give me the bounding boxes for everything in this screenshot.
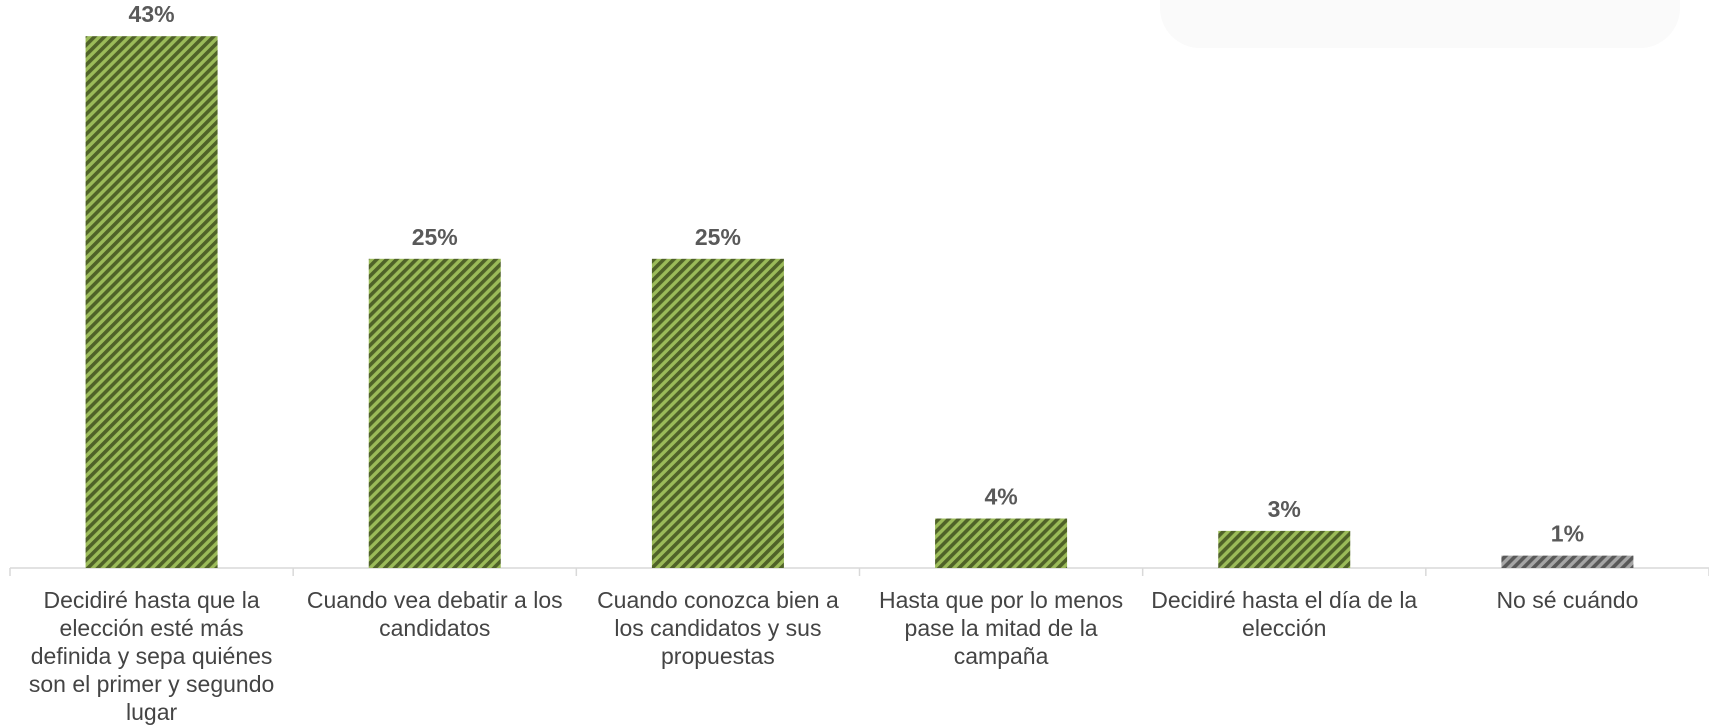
category-label-1: Decidiré hasta que la elección esté más … — [28, 587, 275, 725]
value-label-1: 43% — [129, 1, 175, 27]
category-label-2: Cuando vea debatir a los candidatos — [306, 587, 563, 641]
category-label-6: No sé cuándo — [1496, 587, 1639, 613]
value-label-6: 1% — [1551, 521, 1584, 547]
bar-4 — [935, 518, 1068, 568]
value-label-3: 25% — [695, 224, 741, 250]
bar-5 — [1218, 530, 1351, 568]
category-label-4: Hasta que por lo menos pase la mitad de … — [878, 587, 1124, 669]
bar-2 — [368, 258, 501, 568]
bar-6 — [1501, 555, 1634, 568]
bar-chart: 43% 25% 25% 4% 3% 1% — [9, 1, 1709, 576]
category-label-3: Cuando conozca bien a los candidatos y s… — [597, 587, 839, 669]
category-label-5: Decidiré hasta el día de la elección — [1151, 587, 1418, 641]
bar-1 — [85, 36, 218, 569]
value-label-2: 25% — [412, 224, 458, 250]
value-label-4: 4% — [984, 484, 1017, 510]
value-label-5: 3% — [1268, 496, 1301, 522]
bar-3 — [651, 258, 784, 568]
decorative-panel — [1160, 0, 1680, 48]
